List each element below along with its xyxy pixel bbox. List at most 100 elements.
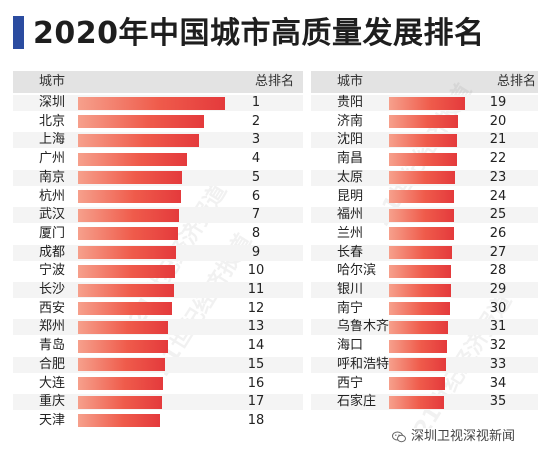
left-city-label: 西安 — [39, 300, 66, 316]
right-rank-label: 31 — [489, 319, 507, 335]
right-bar — [389, 302, 450, 316]
right-rank-label: 19 — [489, 95, 507, 110]
right-rank-label: 21 — [489, 132, 507, 148]
left-city-label: 厦门 — [39, 225, 66, 241]
left-rank-label: 16 — [247, 375, 265, 391]
left-rank-label: 10 — [247, 263, 265, 279]
right-bar — [389, 152, 457, 166]
right-bar — [389, 208, 455, 222]
right-city-label: 济南 — [337, 113, 364, 129]
right-rank-label: 27 — [489, 244, 507, 260]
right-rank-label: 26 — [489, 225, 507, 241]
left-bar — [78, 115, 205, 129]
right-rank-label: 33 — [489, 356, 507, 372]
chart-title: 2020年中国城市高质量发展排名 — [33, 16, 485, 51]
right-city-header: 城市 — [337, 74, 364, 89]
right-bar — [389, 339, 447, 353]
left-rank-label: 8 — [251, 225, 261, 241]
right-bar — [389, 395, 445, 409]
source-label: 深圳卫视深视新闻 — [409, 428, 518, 446]
right-city-label: 沈阳 — [337, 132, 364, 148]
left-bar — [78, 96, 225, 110]
left-bar — [78, 208, 180, 222]
left-city-label: 青岛 — [39, 338, 66, 354]
right-city-label: 银川 — [337, 282, 364, 297]
left-rank-label: 1 — [251, 95, 261, 110]
right-rank-label: 30 — [489, 300, 507, 316]
left-bar — [78, 133, 199, 147]
right-rank-label: 25 — [489, 207, 507, 223]
right-bar — [389, 320, 449, 334]
wechat-icon — [392, 431, 406, 443]
left-rank-label: 9 — [251, 244, 261, 260]
left-rank-header: 总排名 — [255, 74, 295, 89]
right-bar — [389, 264, 452, 278]
left-rank-label: 14 — [247, 338, 265, 354]
left-rank-label: 7 — [251, 207, 261, 223]
left-bar — [78, 152, 187, 166]
left-city-label: 宁波 — [39, 263, 66, 279]
right-city-label: 西宁 — [337, 375, 364, 391]
right-bar — [389, 171, 456, 185]
right-rank-label: 29 — [489, 282, 507, 297]
left-bar — [78, 395, 162, 409]
right-bar — [389, 283, 452, 297]
left-rank-label: 17 — [247, 394, 265, 410]
right-bar — [389, 246, 453, 260]
right-rank-label: 35 — [489, 394, 507, 410]
left-city-label: 合肥 — [39, 356, 66, 372]
left-city-label: 天津 — [39, 412, 66, 428]
left-city-label: 上海 — [39, 132, 66, 148]
right-city-label: 海口 — [337, 338, 364, 354]
right-city-label: 石家庄 — [337, 394, 377, 410]
left-bar — [78, 339, 168, 353]
right-city-label: 南宁 — [337, 300, 364, 316]
right-rank-label: 34 — [489, 375, 507, 391]
right-bar — [389, 377, 446, 390]
left-bar — [78, 264, 176, 278]
left-bar — [78, 320, 168, 334]
right-bar — [389, 227, 454, 241]
left-rank-label: 4 — [251, 151, 261, 167]
left-city-label: 南京 — [39, 169, 66, 185]
left-rank-label: 12 — [247, 300, 265, 316]
right-city-label: 南昌 — [337, 151, 364, 167]
left-city-label: 大连 — [39, 375, 66, 391]
left-city-label: 广州 — [39, 151, 66, 167]
left-rank-label: 2 — [251, 113, 261, 129]
left-bar — [78, 227, 178, 241]
right-rank-header: 总排名 — [497, 74, 537, 89]
left-bar — [78, 246, 177, 260]
left-city-label: 成都 — [39, 244, 66, 260]
right-bar — [389, 358, 446, 372]
right-city-label: 乌鲁木齐 — [337, 319, 390, 335]
left-city-label: 北京 — [39, 113, 66, 129]
right-bar — [389, 190, 455, 203]
right-bar — [389, 133, 458, 147]
left-header-band — [13, 71, 303, 93]
right-city-label: 福州 — [337, 207, 364, 223]
left-city-label: 郑州 — [39, 319, 66, 335]
right-header-band — [311, 71, 538, 93]
left-rank-label: 18 — [247, 412, 265, 428]
left-bar — [78, 302, 173, 316]
right-bar — [389, 115, 459, 129]
right-rank-label: 24 — [489, 188, 507, 204]
right-city-label: 兰州 — [337, 225, 364, 241]
left-rank-label: 13 — [247, 319, 265, 335]
left-rank-label: 5 — [251, 169, 261, 185]
left-bar — [78, 414, 161, 428]
left-bar — [78, 358, 165, 372]
left-bar — [78, 171, 183, 185]
right-rank-label: 28 — [489, 263, 507, 279]
left-bar — [78, 377, 164, 390]
right-city-label: 昆明 — [337, 188, 364, 204]
left-city-label: 武汉 — [39, 207, 66, 223]
left-city-label: 重庆 — [39, 394, 66, 410]
left-city-label: 深圳 — [39, 95, 66, 110]
left-city-label: 长沙 — [39, 282, 66, 297]
right-rank-label: 20 — [489, 113, 507, 129]
left-city-label: 杭州 — [39, 188, 66, 204]
left-city-header: 城市 — [39, 74, 66, 89]
right-city-label: 呼和浩特 — [337, 356, 390, 372]
